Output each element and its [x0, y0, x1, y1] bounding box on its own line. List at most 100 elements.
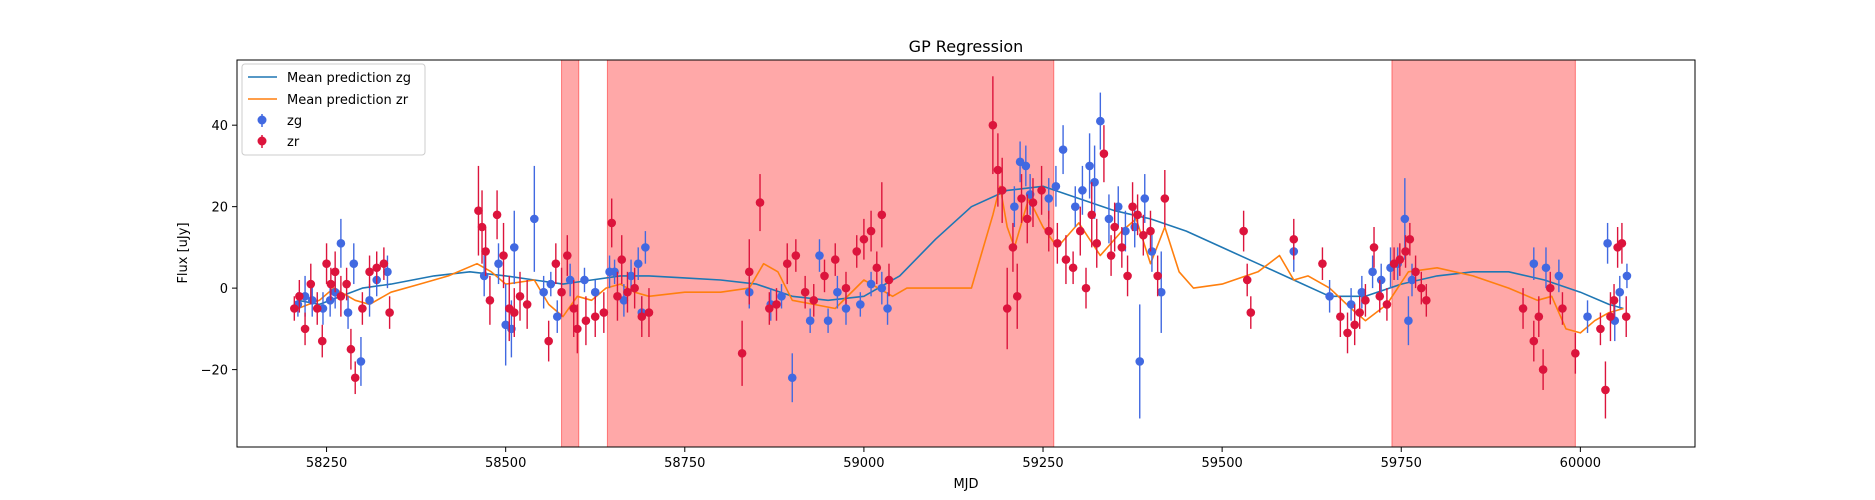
point-zr-10	[342, 279, 351, 289]
point-zr-83	[1117, 243, 1127, 252]
point-zr-53	[820, 271, 829, 281]
point-zr-6	[322, 259, 331, 268]
point-zg-44	[883, 304, 892, 313]
point-zg-68	[1357, 287, 1367, 297]
point-zr-32	[569, 304, 579, 313]
point-zr-11	[346, 344, 356, 354]
point-zr-5	[317, 336, 327, 346]
point-zr-101	[1369, 243, 1379, 252]
point-zg-13	[479, 271, 489, 281]
point-zr-97	[1343, 328, 1352, 338]
point-zr-99	[1355, 308, 1364, 317]
point-zg-20	[546, 279, 556, 289]
point-zr-105	[1395, 255, 1405, 264]
point-zg-77	[1541, 263, 1551, 273]
point-zr-41	[630, 283, 639, 293]
point-zr-30	[557, 287, 566, 297]
point-zr-55	[841, 283, 851, 293]
point-zg-62	[1140, 194, 1150, 203]
point-zr-123	[1617, 239, 1627, 248]
x-axis-label: MJD	[953, 477, 978, 492]
point-zg-80	[1603, 239, 1612, 248]
point-zr-109	[1417, 283, 1426, 293]
point-zr-19	[477, 222, 487, 232]
legend-label-mean-zr: Mean prediction zr	[287, 93, 409, 108]
point-zg-57	[1104, 214, 1114, 224]
shaded-region-3	[1391, 59, 1576, 448]
point-zr-9	[336, 291, 346, 301]
point-zg-31	[641, 243, 650, 252]
point-zr-36	[599, 308, 609, 317]
point-zr-12	[350, 373, 360, 383]
points-zr	[290, 76, 1631, 419]
point-zg-79	[1583, 312, 1592, 321]
point-zg-10	[365, 296, 374, 305]
point-zr-71	[1037, 186, 1046, 195]
point-zr-42	[637, 312, 647, 321]
point-zr-112	[1529, 336, 1539, 346]
point-zr-85	[1128, 202, 1137, 211]
point-zr-115	[1545, 283, 1555, 293]
point-zr-43	[644, 308, 654, 317]
point-zr-78	[1087, 210, 1097, 220]
point-zr-3	[306, 279, 316, 289]
x-tick-label-58750: 58750	[664, 456, 705, 471]
point-zg-18	[530, 214, 539, 224]
point-zr-64	[997, 186, 1007, 195]
point-zg-34	[777, 291, 786, 301]
point-zr-118	[1596, 324, 1605, 334]
legend-label-zg: zg	[287, 114, 302, 129]
point-zg-67	[1346, 300, 1356, 309]
point-zr-116	[1558, 304, 1567, 313]
point-zr-95	[1318, 259, 1327, 268]
x-tick-label-59500: 59500	[1201, 456, 1242, 471]
point-zg-41	[856, 300, 865, 309]
point-zr-4	[312, 304, 322, 313]
point-zr-80	[1099, 149, 1109, 158]
point-zr-89	[1153, 271, 1162, 281]
point-zr-28	[544, 336, 553, 346]
point-zr-0	[290, 304, 299, 313]
point-zg-39	[833, 287, 842, 297]
point-zr-60	[877, 210, 887, 220]
point-zr-76	[1075, 226, 1085, 236]
point-zg-22	[565, 275, 575, 285]
point-zr-13	[358, 304, 367, 313]
point-zr-124	[1621, 312, 1631, 321]
point-zr-70	[1028, 198, 1038, 207]
point-zr-17	[385, 308, 394, 317]
point-zr-114	[1538, 365, 1548, 374]
point-zr-38	[613, 291, 622, 301]
points-zg	[293, 92, 1632, 419]
point-zr-26	[515, 291, 525, 301]
point-zg-49	[1044, 194, 1054, 203]
point-zg-76	[1529, 259, 1539, 268]
data-points	[290, 76, 1632, 419]
y-tick-label-40: 40	[211, 119, 228, 134]
point-zr-25	[509, 308, 519, 317]
point-zr-66	[1008, 243, 1018, 252]
legend: Mean prediction zg Mean prediction zr zg…	[241, 63, 426, 156]
point-zr-103	[1382, 300, 1392, 309]
point-zg-14	[494, 259, 503, 268]
point-zr-39	[617, 255, 627, 264]
point-zr-65	[1002, 304, 1012, 313]
point-zr-63	[993, 165, 1003, 175]
point-zg-23	[580, 275, 589, 285]
point-zr-93	[1246, 308, 1256, 317]
point-zr-79	[1092, 239, 1102, 248]
x-tick-label-59250: 59250	[1022, 456, 1063, 471]
point-zr-108	[1411, 267, 1420, 277]
x-axis-ticks: 58250 58500 58750 59000 59250 59500 59750 60000	[306, 447, 1601, 471]
point-zr-51	[800, 287, 810, 297]
point-zr-44	[737, 349, 747, 358]
plot-area-frame	[236, 59, 1696, 448]
legend-marker-zr	[257, 136, 267, 146]
point-zr-7	[326, 279, 336, 289]
point-zr-14	[365, 267, 374, 277]
x-tick-label-59750: 59750	[1381, 456, 1422, 471]
legend-label-mean-zg: Mean prediction zg	[287, 71, 411, 86]
point-zg-78	[1554, 271, 1564, 281]
y-axis-ticks: −20 0 20 40	[201, 119, 237, 379]
